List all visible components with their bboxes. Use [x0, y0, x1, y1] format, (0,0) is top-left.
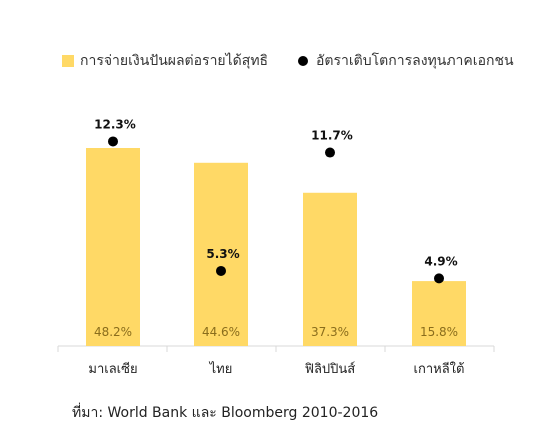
category-label-1: ไทย — [209, 361, 233, 377]
legend-label-private-investment-growth: อัตราเติบโตการลงทุนภาคเอกชน — [316, 53, 514, 69]
bar-value-label-0: 48.2% — [94, 325, 132, 339]
category-label-0: มาเลเซีย — [88, 361, 137, 377]
legend: การจ่ายเงินปันผลต่อรายได้สุทธิ อัตราเติบ… — [0, 50, 550, 74]
investment-value-label-3: 4.9% — [424, 254, 457, 268]
category-label-2: ฟิลิปปินส์ — [304, 361, 355, 377]
investment-dot-2 — [325, 147, 335, 158]
investment-value-label-0: 12.3% — [94, 117, 136, 131]
legend-dot-marker — [298, 56, 308, 66]
category-label-3: เกาหลีใต้ — [414, 361, 465, 377]
investment-dot-0 — [108, 136, 118, 147]
legend-item-private-investment-growth: อัตราเติบโตการลงทุนภาคเอกชน — [298, 50, 514, 72]
legend-label-dividend-payout: การจ่ายเงินปันผลต่อรายได้สุทธิ — [80, 53, 269, 69]
investment-dot-1 — [216, 265, 226, 276]
bar-2 — [303, 192, 357, 346]
bar-0 — [86, 148, 140, 346]
bar-value-label-3: 15.8% — [420, 325, 458, 339]
investment-value-label-1: 5.3% — [206, 247, 239, 261]
bar-value-label-1: 44.6% — [202, 325, 240, 339]
investment-value-label-2: 11.7% — [311, 129, 353, 143]
bar-3 — [412, 281, 466, 346]
investment-dot-3 — [434, 273, 444, 284]
bar-1 — [194, 162, 248, 346]
source-note: ที่มา: World Bank และ Bloomberg 2010-201… — [72, 405, 379, 421]
legend-bar-swatch — [62, 55, 74, 67]
legend-item-dividend-payout: การจ่ายเงินปันผลต่อรายได้สุทธิ — [62, 50, 268, 72]
bar-value-label-2: 37.3% — [311, 325, 349, 339]
